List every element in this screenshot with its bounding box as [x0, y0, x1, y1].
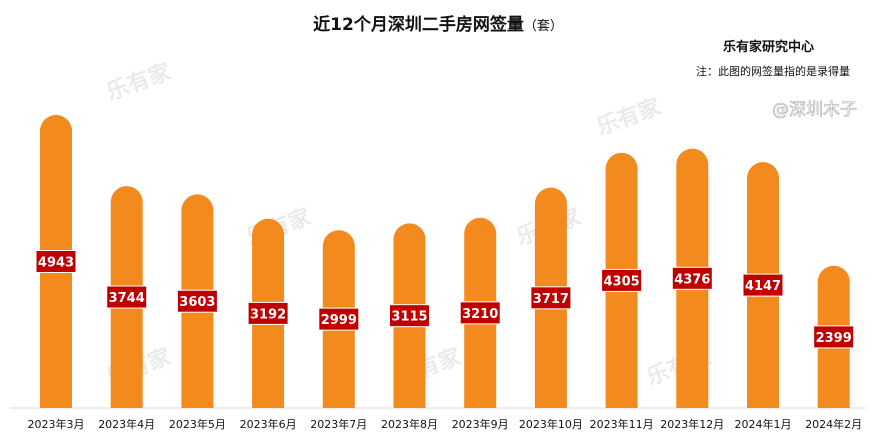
x-tick-label: 2023年7月: [310, 417, 367, 431]
x-tick-label: 2023年12月: [660, 417, 724, 431]
data-label-box: [35, 250, 77, 273]
data-label: 3115: [391, 310, 427, 325]
data-label: 3210: [462, 307, 498, 322]
data-label-box: [389, 304, 430, 328]
data-label: 4147: [745, 279, 781, 294]
data-label: 2999: [321, 313, 357, 328]
data-label-box: [813, 325, 855, 349]
x-tick-label: 2023年3月: [28, 417, 85, 431]
x-tick-label: 2023年4月: [98, 417, 155, 431]
x-tick-label: 2023年8月: [381, 417, 438, 431]
note-label: 注：此图的网签量指的是录得量: [696, 65, 850, 78]
data-label: 4376: [674, 272, 710, 287]
chart-title: 近12个月深圳二手房网签量（套）: [0, 10, 876, 35]
title-unit: （套）: [523, 19, 563, 34]
source-label: 乐有家研究中心: [722, 40, 814, 55]
data-label: 3603: [179, 295, 215, 310]
x-tick-label: 2023年5月: [169, 417, 226, 431]
data-label: 3192: [250, 307, 286, 322]
data-label: 3744: [109, 291, 145, 306]
x-tick-label: 2024年2月: [805, 417, 862, 431]
data-label: 4943: [38, 256, 74, 271]
x-tick-label: 2023年6月: [240, 417, 297, 431]
data-label-box: [318, 307, 360, 331]
x-tick-label: 2023年10月: [519, 417, 583, 431]
x-tick-label: 2023年9月: [452, 417, 509, 431]
data-label: 2399: [816, 331, 852, 346]
data-label-box: [742, 273, 784, 297]
data-label-box: [671, 266, 713, 290]
data-label-box: [247, 301, 289, 325]
title-text: 近12个月深圳二手房网签量: [313, 15, 524, 35]
x-tick-label: 2023年11月: [590, 417, 654, 431]
watermark-logo: 乐有家: [103, 58, 175, 105]
data-label-box: [106, 285, 148, 309]
data-label-box: [459, 301, 501, 325]
data-label: 4305: [604, 274, 640, 289]
data-label: 3717: [533, 292, 569, 307]
weibo-watermark: @深圳木子: [772, 100, 857, 120]
data-label-box: [176, 289, 218, 313]
data-label-box: [601, 268, 643, 292]
x-tick-label: 2024年1月: [735, 417, 792, 431]
watermark-logo: 乐有家: [593, 93, 665, 140]
data-label-box: [530, 286, 572, 310]
